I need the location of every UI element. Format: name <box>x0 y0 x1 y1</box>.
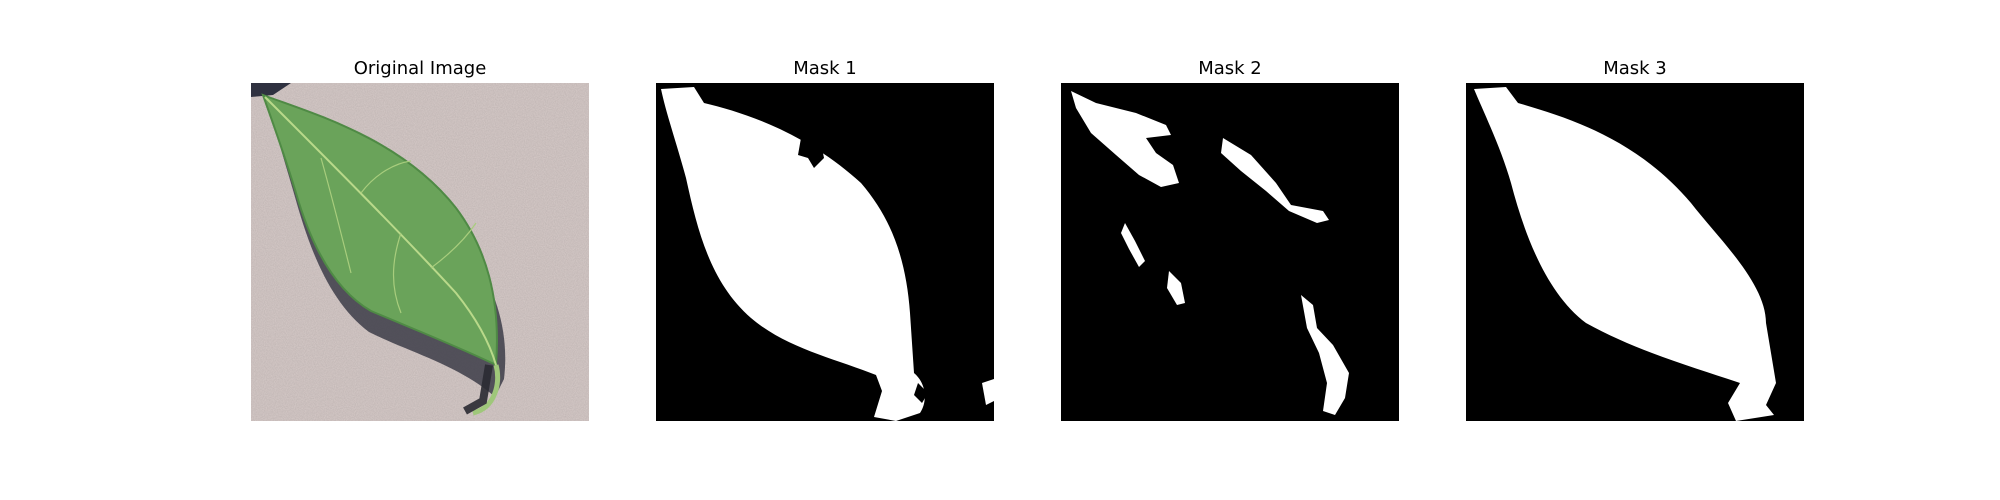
leaf-vein <box>392 232 402 314</box>
leaf-vein <box>430 222 477 269</box>
panel-title: Mask 1 <box>793 58 857 79</box>
panel-title: Original Image <box>353 58 487 79</box>
mask-edge-fragment <box>1221 138 1329 223</box>
leaf-blade <box>261 93 498 367</box>
mask-leaf-region <box>661 87 925 421</box>
stem-shadow <box>463 364 493 415</box>
mask-hole <box>798 138 824 168</box>
mask-edge-fragment <box>1167 271 1185 305</box>
mask-edge-fragment <box>1121 223 1145 267</box>
leaf-vein <box>320 157 352 274</box>
mask-edge-fragment <box>1071 91 1179 187</box>
mask-fragment <box>982 379 994 405</box>
mask-edge-fragment <box>1301 295 1349 415</box>
mask-1-image <box>656 83 994 421</box>
mask-leaf-region <box>1474 87 1776 421</box>
mask-hole <box>914 383 928 403</box>
leaf-vein <box>360 160 412 194</box>
mask-hole <box>921 218 931 243</box>
panel-title: Mask 3 <box>1603 58 1667 79</box>
leaf-midrib <box>264 96 497 366</box>
top-left-corner-shadow <box>251 83 291 97</box>
leaf-photo <box>251 83 589 421</box>
mask-2-image <box>1061 83 1399 421</box>
panel-title: Mask 2 <box>1198 58 1262 79</box>
leaf-stem <box>472 364 501 416</box>
mask-3-image <box>1466 83 1804 421</box>
